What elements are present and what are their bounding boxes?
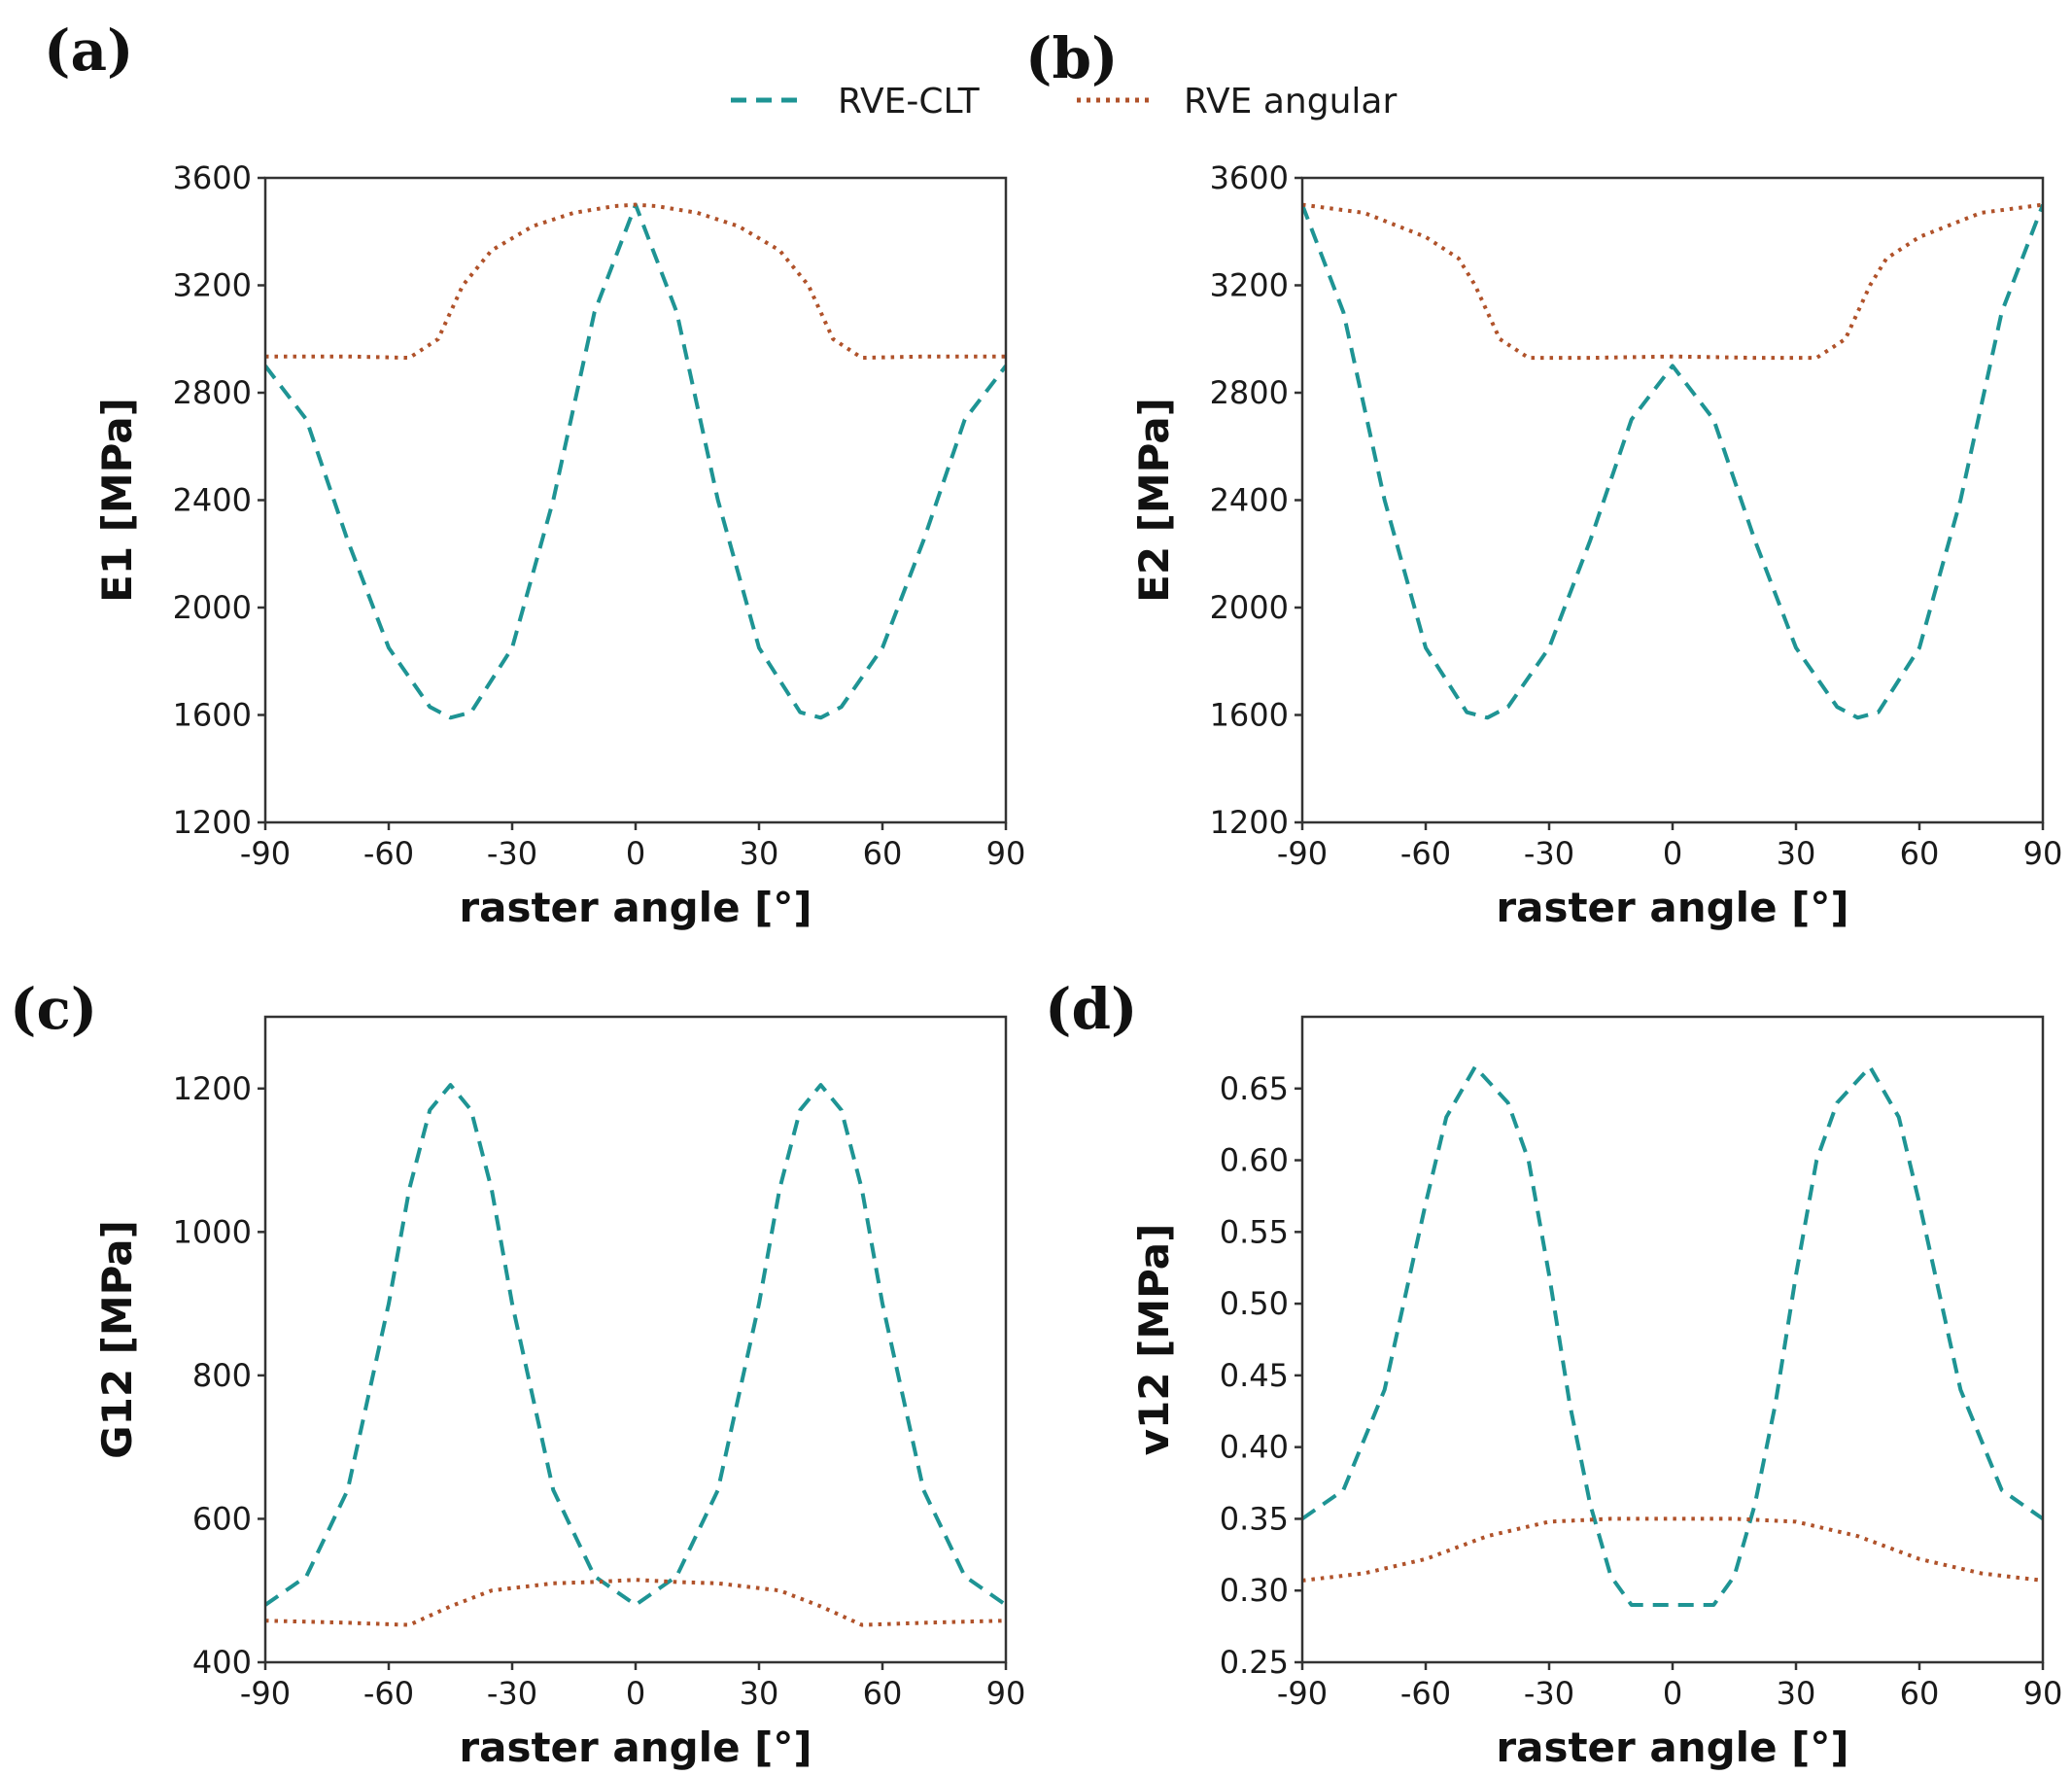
x-tick-label: -60 xyxy=(363,835,414,872)
x-tick-label: 30 xyxy=(1777,835,1816,872)
series-line-rve-angular xyxy=(265,1578,1006,1627)
series-line-rve-angular xyxy=(1302,202,2043,361)
panel-label: (a) xyxy=(44,17,133,84)
series-line-rve-angular xyxy=(265,202,1006,361)
x-axis-label: raster angle [°] xyxy=(459,1724,812,1771)
x-tick-label: 60 xyxy=(863,1675,903,1712)
x-tick-label: -90 xyxy=(1277,1675,1328,1712)
plot-frame xyxy=(1300,1015,2045,1664)
x-tick-label: -90 xyxy=(1277,835,1328,872)
y-tick-label: 2000 xyxy=(1210,589,1289,626)
x-tick-label: 30 xyxy=(740,835,779,872)
y-tick-label: 0.35 xyxy=(1220,1500,1289,1537)
x-tick-label: -30 xyxy=(1524,1675,1574,1712)
y-tick-label: 2800 xyxy=(1210,374,1289,411)
y-tick-label: 1600 xyxy=(173,697,252,734)
y-tick-label: 0.55 xyxy=(1220,1213,1289,1250)
y-tick-label: 1200 xyxy=(173,1070,252,1107)
x-tick-label: 60 xyxy=(1900,1675,1940,1712)
y-tick-label: 0.40 xyxy=(1220,1429,1289,1466)
x-tick-label: -30 xyxy=(487,835,537,872)
y-tick-label: 0.45 xyxy=(1220,1357,1289,1394)
y-tick-label: 1200 xyxy=(173,804,252,841)
y-tick-label: 800 xyxy=(192,1357,252,1394)
x-tick-label: 90 xyxy=(986,835,1026,872)
y-tick-label: 400 xyxy=(192,1644,252,1681)
y-tick-label: 2400 xyxy=(1210,482,1289,519)
x-tick-label: 0 xyxy=(626,1675,645,1712)
y-axis-label: G12 [MPa] xyxy=(93,1220,141,1459)
y-tick-label: 1000 xyxy=(173,1213,252,1250)
x-tick-label: -60 xyxy=(1400,1675,1451,1712)
y-tick-label: 3200 xyxy=(173,267,252,304)
plot-frame xyxy=(263,176,1008,824)
y-tick-label: 0.60 xyxy=(1220,1142,1289,1179)
legend: RVE-CLT RVE angular xyxy=(731,82,1397,122)
plot-frame xyxy=(1300,176,2045,824)
x-tick-label: -90 xyxy=(240,835,291,872)
chart-panel: (b) -90 -60 -30 0 30 60 90 1200 1600 2000 2400 2800 3… xyxy=(1025,25,2062,931)
legend-label-rve-clt: RVE-CLT xyxy=(838,82,981,122)
x-tick-label: 0 xyxy=(1663,1675,1682,1712)
y-axis-label: E2 [MPa] xyxy=(1130,398,1178,603)
y-tick-label: 0.65 xyxy=(1220,1070,1289,1107)
y-tick-label: 2800 xyxy=(173,374,252,411)
series-line-rve-clt xyxy=(265,1083,1006,1607)
x-tick-label: -60 xyxy=(1400,835,1451,872)
chart-panel: (a) -90 -60 -30 0 30 60 90 1200 1600 2000 2400 2800 3… xyxy=(44,17,1025,931)
y-tick-label: 1200 xyxy=(1210,804,1289,841)
x-tick-label: 30 xyxy=(1777,1675,1816,1712)
plot-frame xyxy=(263,1015,1008,1664)
x-axis-label: raster angle [°] xyxy=(1496,884,1848,931)
x-tick-label: 90 xyxy=(2023,835,2063,872)
y-tick-label: 0.25 xyxy=(1220,1644,1289,1681)
y-tick-label: 3600 xyxy=(173,159,252,196)
y-tick-label: 0.50 xyxy=(1220,1285,1289,1322)
y-tick-label: 3600 xyxy=(1210,159,1289,196)
y-tick-label: 0.30 xyxy=(1220,1572,1289,1609)
panels: (a) -90 -60 -30 0 30 60 90 1200 1600 2000 2400 2800 3… xyxy=(10,17,2062,1771)
y-axis-label: v12 [MPa] xyxy=(1130,1224,1178,1456)
x-tick-label: 30 xyxy=(740,1675,779,1712)
x-tick-label: -90 xyxy=(240,1675,291,1712)
x-tick-label: 90 xyxy=(986,1675,1026,1712)
x-tick-label: 60 xyxy=(863,835,903,872)
y-tick-label: 600 xyxy=(192,1500,252,1537)
x-axis-label: raster angle [°] xyxy=(459,884,812,931)
x-axis-label: raster angle [°] xyxy=(1496,1724,1848,1771)
y-tick-label: 1600 xyxy=(1210,697,1289,734)
x-tick-label: -30 xyxy=(487,1675,537,1712)
x-tick-label: -60 xyxy=(363,1675,414,1712)
x-tick-label: 60 xyxy=(1900,835,1940,872)
series-line-rve-angular xyxy=(1302,1516,2043,1583)
chart-panel: (d) -90 -60 -30 0 30 60 90 0.25 0.30 0.35 0.40 0.45 0… xyxy=(1045,976,2062,1771)
x-tick-label: 90 xyxy=(2023,1675,2063,1712)
y-axis-label: E1 [MPa] xyxy=(93,398,141,603)
panel-label: (d) xyxy=(1045,976,1137,1042)
x-tick-label: 0 xyxy=(626,835,645,872)
series-line-rve-clt xyxy=(1302,203,2043,720)
series-line-rve-clt xyxy=(1302,1064,2043,1607)
panel-label: (b) xyxy=(1025,25,1118,91)
series-line-rve-clt xyxy=(265,202,1006,720)
y-tick-label: 2000 xyxy=(173,589,252,626)
x-tick-label: 0 xyxy=(1663,835,1682,872)
panel-label: (c) xyxy=(10,976,97,1042)
x-tick-label: -30 xyxy=(1524,835,1574,872)
legend-label-rve-angular: RVE angular xyxy=(1184,82,1397,122)
y-tick-label: 3200 xyxy=(1210,267,1289,304)
chart-panel: (c) -90 -60 -30 0 30 60 90 400 600 800 1000 1200 rast… xyxy=(10,976,1025,1771)
y-tick-label: 2400 xyxy=(173,482,252,519)
